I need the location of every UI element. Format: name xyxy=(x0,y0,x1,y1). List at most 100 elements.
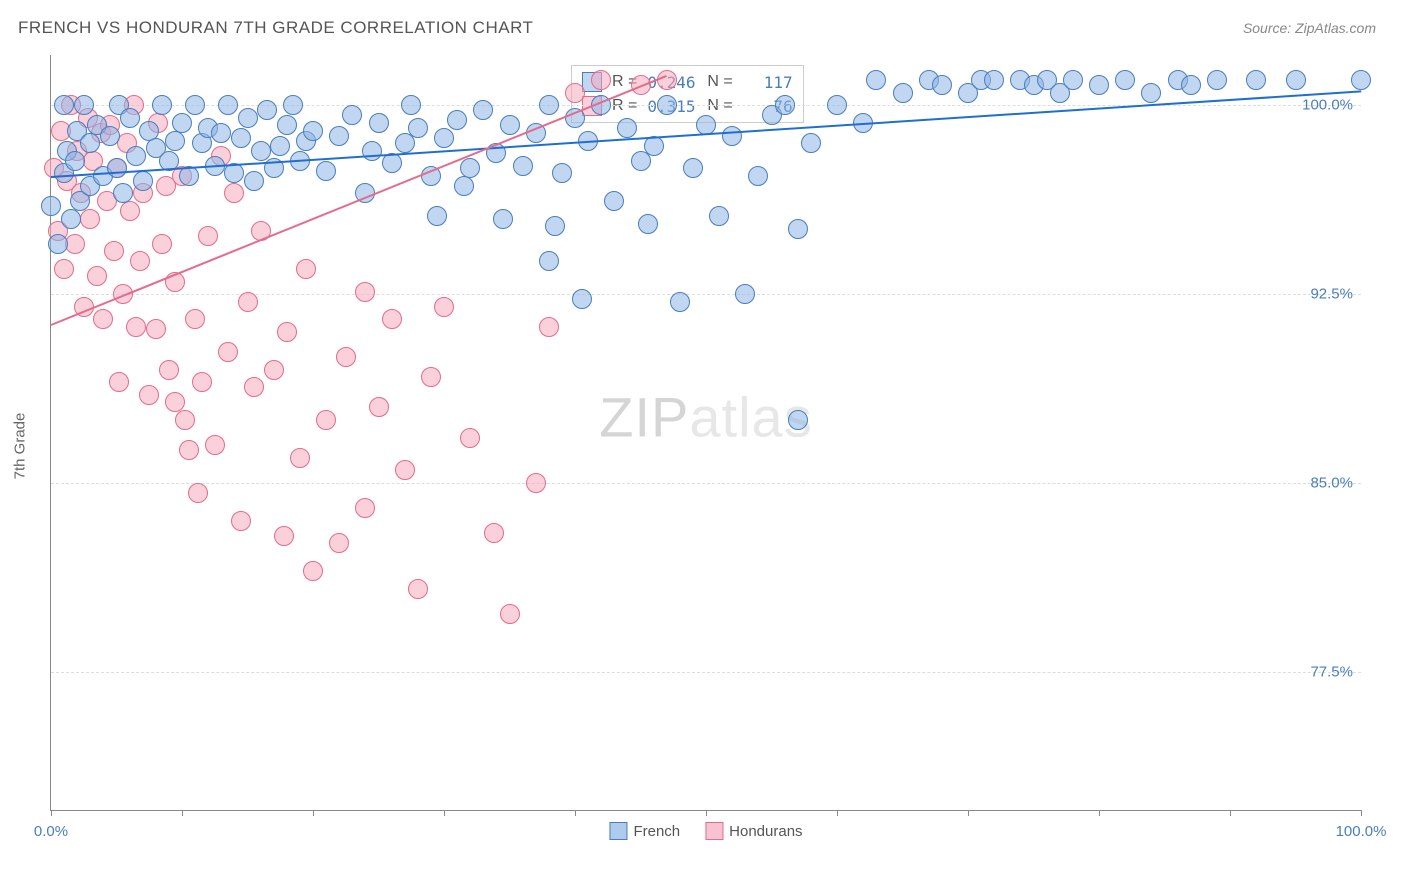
gridline xyxy=(51,672,1361,673)
scatter-point xyxy=(100,126,120,146)
scatter-point xyxy=(670,292,690,312)
scatter-point xyxy=(382,309,402,329)
scatter-point xyxy=(329,533,349,553)
scatter-point xyxy=(1246,70,1266,90)
scatter-point xyxy=(1063,70,1083,90)
x-tick xyxy=(837,810,838,816)
x-tick-label: 0.0% xyxy=(34,823,68,840)
scatter-point xyxy=(65,234,85,254)
scatter-point xyxy=(355,498,375,518)
scatter-point xyxy=(434,297,454,317)
scatter-point xyxy=(408,579,428,599)
chart-container: FRENCH VS HONDURAN 7TH GRADE CORRELATION… xyxy=(0,0,1406,892)
scatter-point xyxy=(54,259,74,279)
legend-item: Hondurans xyxy=(705,822,802,840)
scatter-point xyxy=(1351,70,1371,90)
legend-n-label: N = xyxy=(707,73,732,91)
scatter-point xyxy=(130,251,150,271)
scatter-point xyxy=(788,219,808,239)
scatter-point xyxy=(329,126,349,146)
scatter-point xyxy=(65,151,85,171)
scatter-point xyxy=(251,141,271,161)
legend-label: Hondurans xyxy=(729,823,802,840)
scatter-point xyxy=(1286,70,1306,90)
scatter-point xyxy=(316,410,336,430)
scatter-point xyxy=(657,70,677,90)
scatter-point xyxy=(172,113,192,133)
scatter-point xyxy=(316,161,336,181)
scatter-point xyxy=(120,108,140,128)
legend-item: French xyxy=(609,822,680,840)
scatter-point xyxy=(139,385,159,405)
scatter-point xyxy=(932,75,952,95)
scatter-point xyxy=(198,226,218,246)
scatter-point xyxy=(500,604,520,624)
scatter-point xyxy=(87,266,107,286)
scatter-point xyxy=(211,123,231,143)
scatter-point xyxy=(104,241,124,261)
gridline xyxy=(51,483,1361,484)
scatter-point xyxy=(303,561,323,581)
scatter-point xyxy=(185,309,205,329)
scatter-point xyxy=(369,397,389,417)
watermark-zip: ZIP xyxy=(599,386,689,449)
scatter-point xyxy=(296,259,316,279)
scatter-point xyxy=(244,377,264,397)
scatter-point xyxy=(165,131,185,151)
scatter-point xyxy=(179,440,199,460)
scatter-point xyxy=(748,166,768,186)
legend-swatch-icon xyxy=(609,822,627,840)
scatter-point xyxy=(434,128,454,148)
scatter-point xyxy=(48,234,68,254)
scatter-point xyxy=(638,214,658,234)
scatter-point xyxy=(1207,70,1227,90)
x-tick-label: 100.0% xyxy=(1336,823,1387,840)
scatter-point xyxy=(775,95,795,115)
scatter-point xyxy=(539,251,559,271)
scatter-point xyxy=(146,319,166,339)
scatter-point xyxy=(336,347,356,367)
scatter-point xyxy=(657,95,677,115)
scatter-point xyxy=(421,367,441,387)
scatter-point xyxy=(126,146,146,166)
scatter-point xyxy=(788,410,808,430)
scatter-point xyxy=(1115,70,1135,90)
scatter-point xyxy=(552,163,572,183)
scatter-point xyxy=(355,282,375,302)
scatter-point xyxy=(274,526,294,546)
scatter-point xyxy=(231,511,251,531)
scatter-point xyxy=(408,118,428,138)
scatter-point xyxy=(427,206,447,226)
scatter-point xyxy=(1141,83,1161,103)
scatter-point xyxy=(188,483,208,503)
scatter-point xyxy=(74,95,94,115)
scatter-point xyxy=(109,372,129,392)
scatter-point xyxy=(866,70,886,90)
scatter-point xyxy=(126,317,146,337)
y-tick-label: 77.5% xyxy=(1310,663,1353,680)
scatter-point xyxy=(401,95,421,115)
scatter-point xyxy=(133,171,153,191)
legend-n-value: 117 xyxy=(743,73,793,92)
scatter-point xyxy=(270,136,290,156)
y-tick-label: 92.5% xyxy=(1310,286,1353,303)
scatter-point xyxy=(735,284,755,304)
scatter-point xyxy=(93,309,113,329)
scatter-point xyxy=(231,128,251,148)
scatter-point xyxy=(369,113,389,133)
scatter-point xyxy=(80,209,100,229)
scatter-point xyxy=(362,141,382,161)
scatter-point xyxy=(460,158,480,178)
y-axis-label: 7th Grade xyxy=(12,413,29,480)
scatter-point xyxy=(493,209,513,229)
scatter-point xyxy=(277,322,297,342)
legend-label: French xyxy=(633,823,680,840)
scatter-point xyxy=(113,183,133,203)
scatter-point xyxy=(827,95,847,115)
scatter-point xyxy=(342,105,362,125)
scatter-point xyxy=(80,133,100,153)
scatter-point xyxy=(61,209,81,229)
scatter-point xyxy=(152,234,172,254)
x-tick xyxy=(313,810,314,816)
scatter-point xyxy=(722,126,742,146)
